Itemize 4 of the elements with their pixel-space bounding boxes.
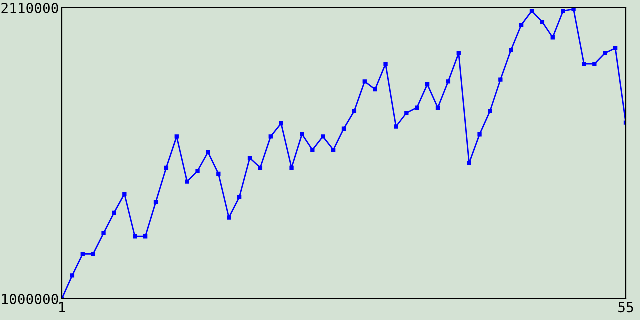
x-tick-label: 1 xyxy=(59,302,66,312)
y-tick-label: 2110000 xyxy=(2,3,58,14)
y-tick-label: 1000000 xyxy=(2,294,58,305)
x-tick-label: 55 xyxy=(618,302,634,313)
